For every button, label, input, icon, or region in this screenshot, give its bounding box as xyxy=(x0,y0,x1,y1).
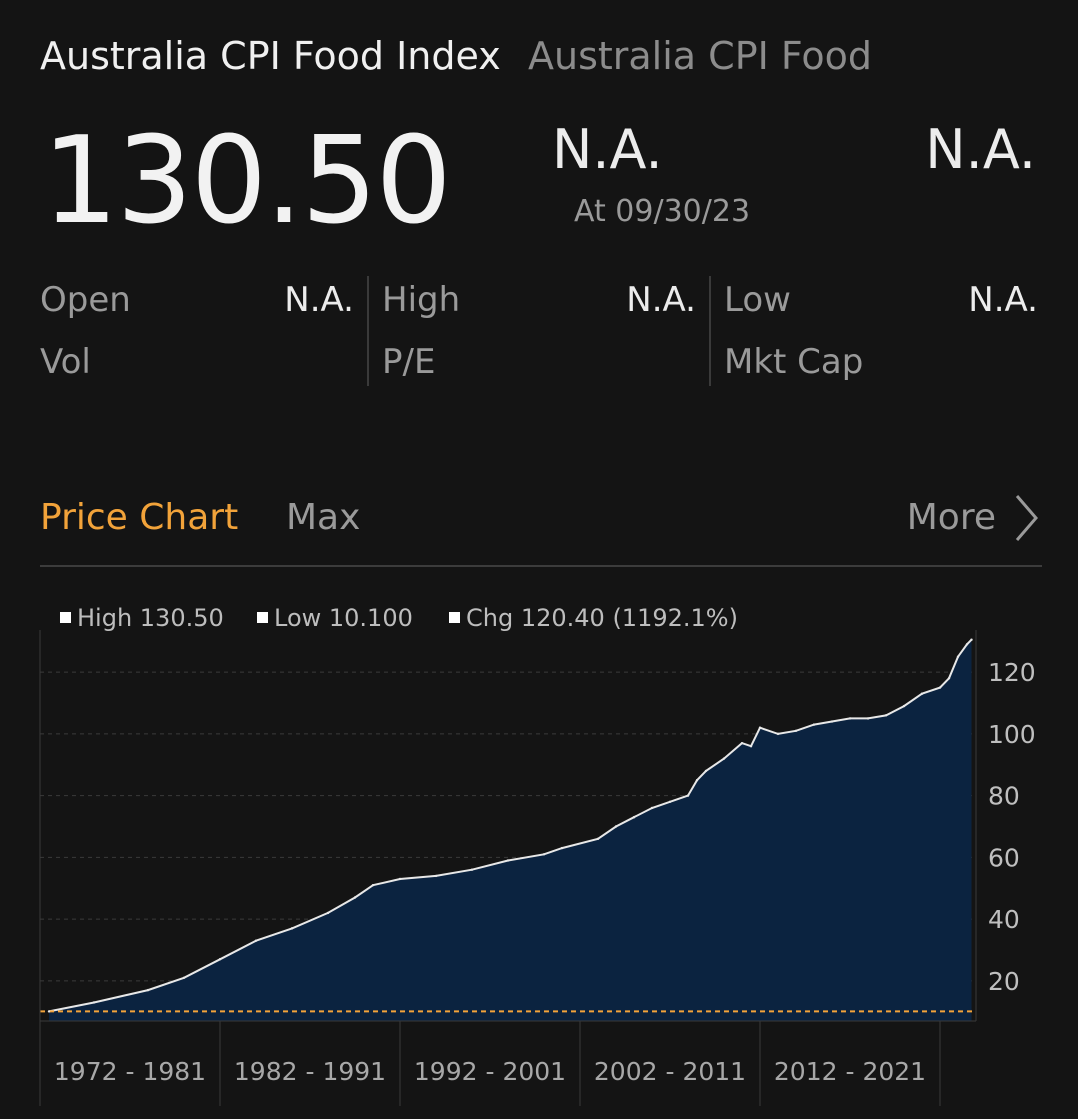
x-axis-periods[interactable]: 1972 - 1981 1982 - 1991 1992 - 2001 2002 - … xyxy=(39,1021,941,1106)
y-tick-label: 80 xyxy=(988,782,1020,811)
price-line xyxy=(48,639,973,1013)
data-point xyxy=(668,800,672,804)
page-subtitle: Australia CPI Food xyxy=(528,34,873,78)
data-point xyxy=(542,853,546,856)
price-change: N.A. xyxy=(552,118,663,181)
price-change-percent: N.A. xyxy=(925,118,1036,181)
data-point xyxy=(614,825,618,828)
square-marker-icon xyxy=(449,612,460,623)
data-point xyxy=(353,896,357,899)
data-point xyxy=(182,976,186,979)
tabs-divider xyxy=(40,565,1042,567)
stat-divider xyxy=(367,276,369,386)
y-tick-label: 40 xyxy=(988,905,1020,934)
data-point xyxy=(704,769,708,773)
chevron-right-icon[interactable] xyxy=(1012,493,1040,547)
data-point xyxy=(722,757,726,760)
legend-low-label: Low 10.100 xyxy=(274,604,413,632)
range-selector[interactable]: Max xyxy=(286,497,361,538)
legend-high: High 130.50 xyxy=(60,604,224,632)
stat-divider xyxy=(709,276,711,386)
y-tick-label: 100 xyxy=(988,720,1036,749)
data-point xyxy=(965,643,969,646)
page-title: Australia CPI Food Index xyxy=(40,34,501,78)
stat-value-low: N.A. xyxy=(968,280,1038,320)
data-point xyxy=(596,837,600,841)
data-point xyxy=(560,846,564,850)
price-area xyxy=(49,639,972,1021)
data-point xyxy=(506,859,510,862)
data-point xyxy=(830,720,834,723)
period-label[interactable]: 2012 - 2021 xyxy=(774,1057,926,1086)
data-point xyxy=(146,988,150,992)
data-point xyxy=(749,745,753,748)
data-point xyxy=(902,704,906,708)
data-point xyxy=(776,732,780,736)
period-label[interactable]: 1972 - 1981 xyxy=(54,1057,206,1086)
stat-value-open: N.A. xyxy=(284,280,354,320)
price-points xyxy=(47,638,973,1013)
data-point xyxy=(632,816,636,819)
data-point xyxy=(794,729,798,732)
data-point xyxy=(758,726,762,729)
data-point xyxy=(866,717,870,720)
y-tick-label: 120 xyxy=(988,658,1036,687)
stat-label-open: Open xyxy=(40,280,131,320)
chart-axes xyxy=(39,630,977,1022)
y-tick-label: 60 xyxy=(988,843,1020,872)
data-point xyxy=(47,1010,51,1013)
data-point xyxy=(254,939,258,942)
data-point xyxy=(938,686,942,689)
legend-change: Chg 120.40 (1192.1%) xyxy=(449,604,738,632)
stat-value-high: N.A. xyxy=(626,280,696,320)
data-point xyxy=(956,655,960,658)
y-axis-ticks: 20 40 60 80 100 120 xyxy=(988,658,1036,996)
square-marker-icon xyxy=(60,612,71,623)
data-point xyxy=(970,638,973,641)
data-point xyxy=(92,1001,96,1004)
square-marker-icon xyxy=(257,612,268,623)
data-point xyxy=(218,958,222,961)
legend-high-label: High 130.50 xyxy=(77,604,224,632)
period-label[interactable]: 1992 - 2001 xyxy=(414,1057,566,1086)
data-point xyxy=(650,806,654,810)
stat-label-low: Low xyxy=(724,280,791,320)
data-point xyxy=(398,877,402,881)
data-point xyxy=(686,794,690,797)
y-tick-label: 20 xyxy=(988,967,1020,996)
stat-label-pe: P/E xyxy=(382,342,436,382)
stat-label-mkt-cap: Mkt Cap xyxy=(724,342,864,382)
data-point xyxy=(470,868,474,871)
data-point xyxy=(434,874,438,878)
data-point xyxy=(290,927,294,930)
last-price: 130.50 xyxy=(42,112,452,251)
data-point xyxy=(920,692,924,695)
data-point xyxy=(947,677,951,680)
data-point xyxy=(371,883,375,887)
data-point xyxy=(884,714,888,717)
as-of-date: At 09/30/23 xyxy=(574,194,751,229)
period-label[interactable]: 1982 - 1991 xyxy=(234,1057,386,1086)
legend-change-label: Chg 120.40 (1192.1%) xyxy=(466,604,738,632)
data-point xyxy=(695,778,699,782)
data-point xyxy=(812,723,816,726)
data-point xyxy=(848,717,852,720)
data-point xyxy=(326,911,330,915)
stat-label-vol: Vol xyxy=(40,342,91,382)
period-label[interactable]: 2002 - 2011 xyxy=(594,1057,746,1086)
legend-low: Low 10.100 xyxy=(257,604,413,632)
more-button[interactable]: More xyxy=(906,497,996,538)
tab-price-chart[interactable]: Price Chart xyxy=(40,497,239,538)
stat-label-high: High xyxy=(382,280,461,320)
price-chart[interactable]: 20 40 60 80 100 120 1972 - 1981 1982 - 1991 199… xyxy=(0,630,1078,1119)
data-point xyxy=(740,741,744,745)
